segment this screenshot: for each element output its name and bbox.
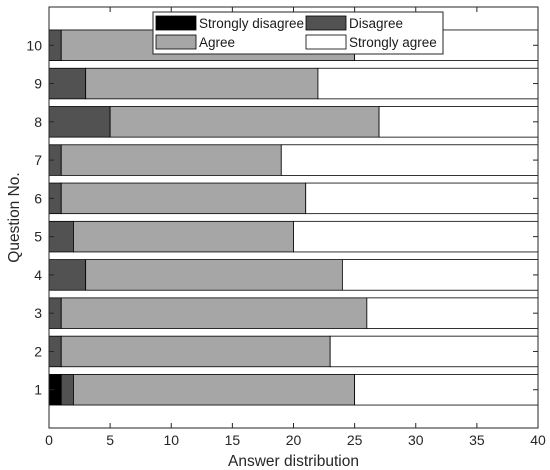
x-tick-label: 10 [163, 432, 179, 448]
x-tick-label: 40 [530, 432, 546, 448]
bar-segment [378, 106, 539, 138]
legend-label: Agree [199, 35, 235, 50]
plot-area: 0 5 10 15 20 25 30 35 40 1 2 3 4 5 6 7 8 9 10 [26, 6, 546, 448]
bar-segment [354, 374, 539, 406]
y-tick-label: 6 [34, 190, 42, 206]
y-tick-label: 7 [34, 152, 42, 168]
legend-label: Strongly disagree [199, 16, 304, 31]
x-tick-label: 35 [469, 432, 485, 448]
legend-box [152, 11, 444, 55]
y-tick-label: 2 [34, 343, 42, 359]
bar-segment [60, 144, 282, 176]
x-tick-label: 20 [286, 432, 302, 448]
legend-swatch [305, 34, 347, 50]
bar-segment [60, 297, 368, 329]
legend-label: Disagree [349, 16, 403, 31]
y-tick-label: 9 [34, 76, 42, 92]
bar-segment [48, 67, 87, 100]
bar-segment [73, 220, 294, 253]
y-tick-label: 3 [34, 305, 42, 321]
bar-segment [329, 335, 539, 368]
x-axis-ticks: 0 5 10 15 20 25 30 35 40 [45, 7, 546, 448]
y-tick-label: 1 [34, 382, 42, 398]
y-tick-label: 10 [26, 37, 42, 53]
x-axis-title: Answer distribution [228, 453, 359, 470]
legend-swatch [155, 34, 197, 50]
bar-segment [341, 259, 539, 291]
bar-segment [73, 374, 356, 406]
bar-segment [60, 374, 74, 406]
bar-segment [85, 259, 343, 291]
legend-swatch [305, 15, 347, 31]
bar-segment [48, 106, 111, 138]
x-tick-label: 15 [225, 432, 241, 448]
bar-segment [60, 335, 331, 368]
y-tick-label: 5 [34, 229, 42, 245]
bar-segment [317, 67, 539, 100]
y-axis-ticks: 1 2 3 4 5 6 7 8 9 10 [26, 37, 538, 398]
legend: Strongly disagree Disagree Agree Strongly a… [152, 11, 444, 55]
x-tick-label: 30 [408, 432, 424, 448]
legend-label: Strongly agree [349, 35, 437, 50]
bar-segment [280, 144, 539, 176]
y-axis-title: Question No. [6, 172, 23, 262]
bar-segment [48, 259, 87, 291]
x-tick-label: 5 [106, 432, 114, 448]
bar-segment [109, 106, 380, 138]
bar-segment [60, 182, 307, 215]
y-tick-label: 8 [34, 114, 42, 130]
legend-swatch [155, 15, 197, 31]
x-tick-label: 25 [347, 432, 363, 448]
bar-segment [305, 182, 539, 215]
y-tick-label: 4 [34, 267, 42, 283]
bar-segment [85, 67, 319, 100]
bar-segment [366, 297, 539, 329]
x-tick-label: 0 [45, 432, 53, 448]
bar-segment [293, 220, 539, 253]
